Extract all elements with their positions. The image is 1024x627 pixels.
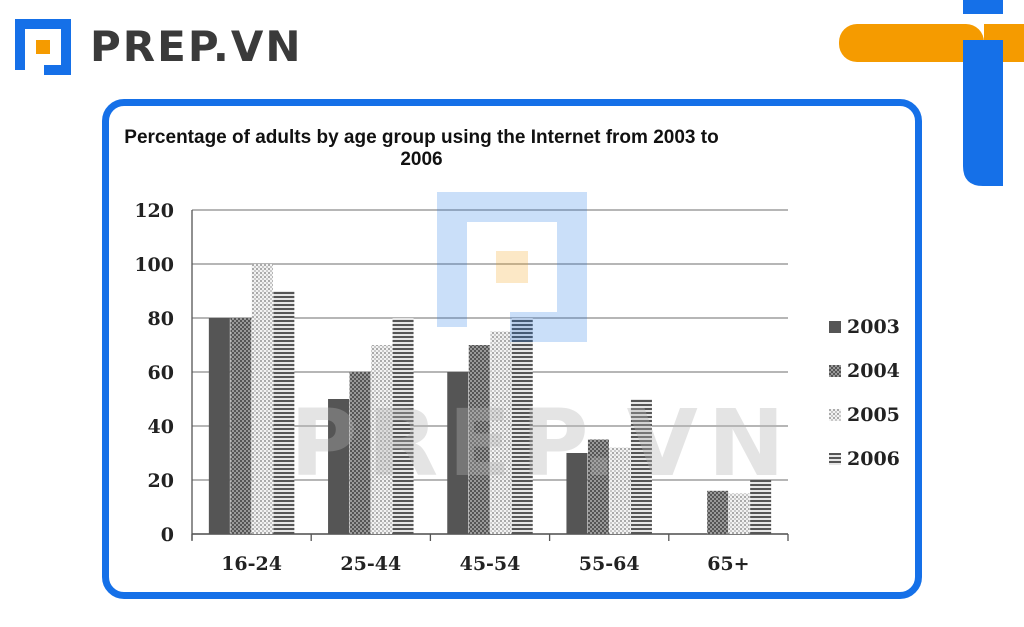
chart-title: Percentage of adults by age group using … <box>124 127 719 170</box>
y-tick-label: 60 <box>148 362 174 384</box>
chart-legend: 2003 2004 2005 2006 <box>829 305 900 481</box>
y-tick-label: 20 <box>148 470 174 492</box>
legend-label: 2003 <box>847 316 900 338</box>
legend-item-2004: 2004 <box>829 349 900 393</box>
legend-item-2006: 2006 <box>829 437 900 481</box>
bar-2003-45-54 <box>447 372 469 534</box>
bar-2004-55-64 <box>587 439 609 534</box>
y-tick-label: 80 <box>148 308 174 330</box>
bar-2004-65+ <box>707 490 729 534</box>
watermark-text: PREP.VN <box>290 390 795 497</box>
y-tick-label: 40 <box>148 416 174 438</box>
watermark-logo-icon <box>437 192 587 342</box>
bar-2003-25-44 <box>328 399 350 534</box>
bar-2006-25-44 <box>392 318 414 534</box>
legend-item-2003: 2003 <box>829 305 900 349</box>
bar-2003-55-64 <box>566 453 588 534</box>
legend-item-2005: 2005 <box>829 393 900 437</box>
bar-2004-25-44 <box>349 372 371 534</box>
bar-2005-16-24 <box>251 264 273 534</box>
x-tick-label: 16-24 <box>221 553 282 575</box>
x-tick-label: 25-44 <box>340 553 401 575</box>
y-tick-label: 0 <box>161 524 174 546</box>
legend-swatch <box>829 321 841 333</box>
prep-logo-icon <box>15 19 71 75</box>
corner-decoration <box>839 0 1024 186</box>
bar-2005-45-54 <box>490 331 512 534</box>
brand-name: PREP.VN <box>90 22 303 71</box>
y-tick-label: 120 <box>134 200 174 222</box>
legend-label: 2006 <box>847 448 900 470</box>
y-tick-label: 100 <box>134 254 174 276</box>
legend-swatch <box>829 409 841 421</box>
x-tick-label: 45-54 <box>460 553 521 575</box>
bar-2003-16-24 <box>208 318 230 534</box>
bar-2006-16-24 <box>273 291 295 534</box>
bar-2005-55-64 <box>609 447 631 534</box>
legend-swatch <box>829 453 841 465</box>
bar-2004-45-54 <box>468 345 490 534</box>
x-tick-label: 65+ <box>707 553 749 575</box>
bar-2005-65+ <box>728 493 750 534</box>
legend-label: 2004 <box>847 360 900 382</box>
bar-2006-55-64 <box>630 399 652 534</box>
bar-2005-25-44 <box>371 345 393 534</box>
prep-logo: PREP.VN <box>10 14 303 80</box>
bar-2006-65+ <box>750 480 772 534</box>
bar-2006-45-54 <box>511 318 533 534</box>
legend-label: 2005 <box>847 404 900 426</box>
legend-swatch <box>829 365 841 377</box>
x-tick-label: 55-64 <box>579 553 640 575</box>
bar-2004-16-24 <box>230 318 252 534</box>
